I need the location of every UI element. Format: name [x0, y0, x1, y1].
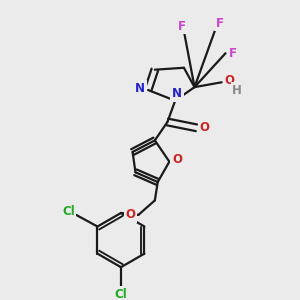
Text: O: O [172, 153, 182, 166]
Text: Cl: Cl [62, 205, 75, 218]
Text: F: F [229, 47, 237, 60]
Text: F: F [216, 17, 224, 30]
Text: H: H [232, 83, 242, 97]
Text: O: O [199, 121, 209, 134]
Text: N: N [135, 82, 145, 94]
Text: O: O [126, 208, 136, 221]
Text: N: N [172, 87, 182, 101]
Text: Cl: Cl [115, 288, 127, 300]
Text: F: F [178, 20, 186, 33]
Text: O: O [224, 74, 234, 87]
